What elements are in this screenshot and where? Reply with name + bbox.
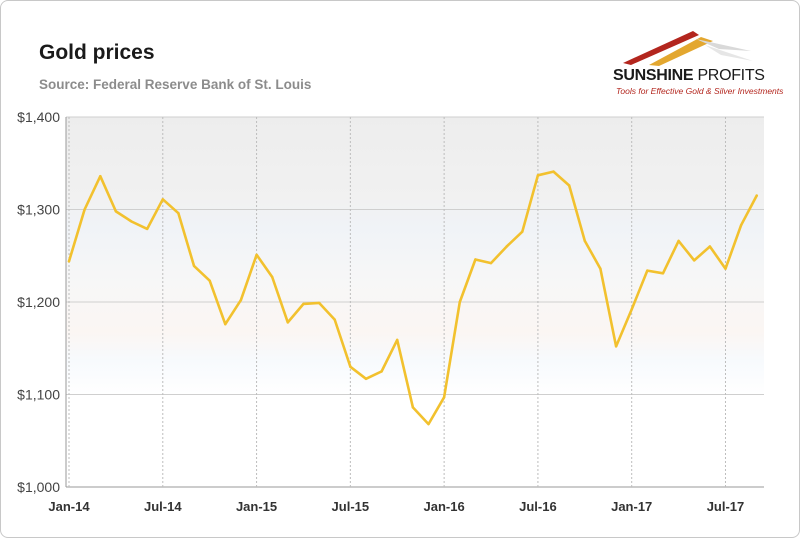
- data-point: [646, 269, 649, 272]
- chart-source: Source: Federal Reserve Bank of St. Loui…: [39, 77, 312, 92]
- brand-tagline: Tools for Effective Gold & Silver Invest…: [616, 86, 784, 96]
- brand-thin: PROFITS: [697, 67, 765, 84]
- x-tick-label: Jan-16: [424, 499, 465, 514]
- sunshine-profits-logo-icon: [623, 31, 753, 66]
- data-point: [177, 212, 180, 215]
- data-point: [302, 302, 305, 306]
- data-point: [567, 184, 571, 187]
- data-point: [552, 170, 555, 173]
- data-point: [145, 227, 149, 231]
- data-point: [489, 261, 493, 265]
- brand-bold: SUNSHINE: [613, 67, 694, 84]
- data-point: [474, 258, 477, 261]
- data-point: [599, 267, 602, 270]
- data-point: [677, 239, 680, 243]
- data-point: [364, 377, 368, 380]
- data-point: [270, 275, 274, 279]
- brand-name: SUNSHINE PROFITS: [613, 67, 765, 85]
- data-point: [224, 323, 227, 326]
- data-point: [286, 321, 290, 324]
- data-point: [67, 260, 71, 263]
- x-tick-label: Jul-14: [144, 499, 182, 514]
- data-point: [114, 210, 118, 213]
- data-point: [411, 406, 415, 409]
- data-point: [396, 338, 399, 342]
- data-point: [536, 174, 540, 177]
- data-point: [661, 272, 665, 275]
- x-tick-label: Jan-17: [611, 499, 652, 514]
- data-point: [505, 245, 508, 248]
- data-point: [130, 220, 133, 223]
- data-point: [708, 245, 712, 248]
- data-point: [208, 279, 211, 282]
- data-point: [755, 194, 758, 197]
- data-point: [192, 264, 196, 268]
- y-tick-label: $1,200: [17, 294, 60, 310]
- data-point: [239, 298, 243, 302]
- data-point: [458, 300, 461, 304]
- data-point: [693, 259, 696, 262]
- data-point: [255, 253, 258, 257]
- data-point: [83, 208, 86, 211]
- data-point: [161, 198, 164, 201]
- chart-title: Gold prices: [39, 41, 155, 64]
- data-point: [630, 308, 633, 311]
- data-point: [349, 365, 352, 368]
- data-point: [380, 370, 383, 373]
- data-point: [739, 224, 743, 227]
- data-point: [521, 230, 524, 233]
- data-point: [317, 301, 321, 305]
- y-tick-label: $1,100: [17, 387, 60, 403]
- data-point: [333, 318, 336, 321]
- data-point: [442, 396, 446, 399]
- y-tick-label: $1,400: [17, 109, 60, 125]
- data-point: [583, 239, 587, 243]
- data-point: [99, 175, 102, 178]
- data-point: [427, 422, 430, 426]
- x-tick-label: Jul-17: [707, 499, 745, 514]
- data-point: [724, 267, 727, 270]
- x-tick-label: Jul-16: [519, 499, 557, 514]
- y-tick-label: $1,300: [17, 202, 60, 218]
- data-point: [614, 345, 618, 348]
- x-tick-label: Jan-14: [48, 499, 90, 514]
- x-tick-label: Jan-15: [236, 499, 277, 514]
- y-tick-label: $1,000: [17, 479, 60, 495]
- x-tick-label: Jul-15: [332, 499, 370, 514]
